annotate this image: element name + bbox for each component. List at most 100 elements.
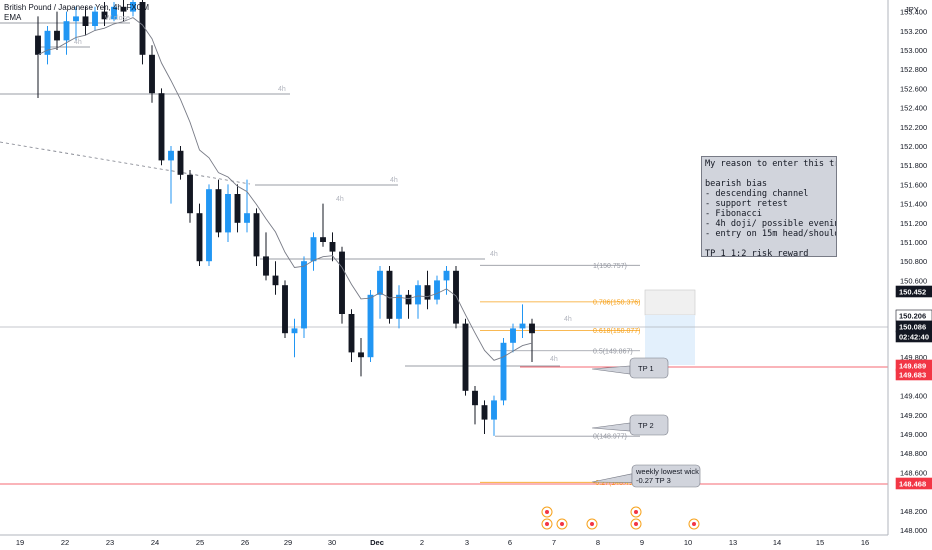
fib-label-2: 0.618(150.077) (593, 328, 640, 335)
candle-body (149, 54, 155, 94)
price-badge-label-4: 149.689 (899, 362, 926, 371)
price-badge-label-3: 02:42:40 (899, 333, 929, 342)
chart-legend: British Pound / Japanese Yen, 4h, FXCM E… (4, 3, 149, 23)
candle-body (310, 237, 317, 262)
y-tick-label-24: 153.400 (900, 8, 927, 17)
y-tick-label-14: 151.400 (900, 200, 927, 209)
x-tick-label-4: 25 (196, 538, 204, 547)
candle-body (206, 189, 212, 262)
target-label-2: -0.27 TP 3 (636, 476, 671, 485)
target-label-2: weekly lowest wick (635, 467, 699, 476)
candle-body (424, 285, 431, 300)
candle-body (396, 294, 402, 319)
candle-body (291, 328, 298, 334)
candle-body (253, 213, 260, 257)
level-label-3: 4h (336, 196, 344, 203)
stop-loss-zone (644, 289, 696, 316)
candle-body (453, 270, 459, 324)
price-badge-label-5: 149.683 (899, 371, 926, 380)
candle-body (348, 314, 355, 353)
candle-body (405, 294, 412, 305)
candle-body (130, 2, 136, 12)
y-tick-label-18: 152.200 (900, 123, 927, 132)
target-box-2[interactable] (631, 464, 701, 488)
candle-body (329, 242, 336, 252)
y-tick-label-15: 151.600 (900, 180, 927, 189)
indicator-label: EMA (4, 13, 22, 22)
price-badge-label-1: 150.206 (899, 312, 926, 321)
ema-line (37, 17, 533, 361)
trade-note[interactable]: My reason to enter this trade was: beari… (701, 156, 837, 257)
level-label-0: 4h (74, 39, 82, 46)
target-box-0[interactable] (629, 357, 669, 379)
level-label-1: 4h (278, 86, 286, 93)
note-heading: My reason to enter this trade was: (705, 159, 836, 169)
event-dot-icon (634, 522, 638, 526)
y-tick-label-21: 152.800 (900, 65, 927, 74)
x-tick-label-6: 29 (284, 538, 292, 547)
level-label-2: 4h (390, 177, 398, 184)
x-tick-label-12: 7 (552, 538, 556, 547)
fib-label-5: -0.27(148.497) (593, 480, 639, 487)
x-tick-label-5: 26 (241, 538, 249, 547)
candle-body (101, 11, 108, 20)
candle-body (196, 213, 203, 262)
channel-dashed-line (0, 141, 251, 185)
candle-body (491, 400, 497, 420)
target-label-0: TP 1 (638, 364, 654, 373)
target-label-1: TP 2 (638, 421, 654, 430)
candle-body (434, 280, 440, 300)
candle-body (358, 352, 364, 358)
y-tick-label-1: 148.200 (900, 507, 927, 516)
price-badge-5 (895, 368, 932, 381)
y-tick-label-4: 149.000 (900, 430, 927, 439)
x-tick-label-16: 13 (729, 538, 737, 547)
candle-body (215, 189, 222, 233)
candle-body (472, 390, 478, 406)
price-badge-6 (895, 477, 932, 490)
profit-zone (645, 315, 695, 365)
candle-body (339, 251, 345, 314)
y-tick-label-0: 148.000 (900, 526, 927, 535)
candle-body (462, 323, 469, 391)
price-axis-bg (888, 0, 932, 550)
x-tick-label-10: 3 (465, 538, 469, 547)
target-box-1[interactable] (629, 414, 669, 436)
level-label-5: 4h (564, 316, 572, 323)
event-dot-icon (545, 510, 549, 514)
price-badge-label-0: 150.452 (899, 288, 926, 297)
note-lines: bearish bias - descending channel - supp… (705, 179, 836, 257)
price-badge-label-2: 150.086 (899, 323, 926, 332)
y-tick-label-6: 149.400 (900, 392, 927, 401)
x-tick-label-11: 6 (508, 538, 512, 547)
candle-body (529, 323, 535, 334)
symbol-title: British Pound / Japanese Yen, 4h, FXCM (4, 3, 149, 12)
candle-body (139, 2, 146, 55)
x-tick-label-13: 8 (596, 538, 600, 547)
target-pointer-1 (591, 422, 631, 432)
candle-body (244, 213, 250, 223)
x-tick-label-9: 2 (420, 538, 424, 547)
currency-label: JPY (905, 5, 919, 14)
y-tick-label-5: 149.200 (900, 411, 927, 420)
price-badge-0 (895, 285, 932, 298)
fib-label-0: 1(150.757) (593, 263, 627, 270)
candle-body (510, 328, 516, 343)
y-tick-label-23: 153.200 (900, 27, 927, 36)
candle-body (54, 30, 60, 41)
x-tick-label-1: 22 (61, 538, 69, 547)
x-tick-label-18: 15 (816, 538, 824, 547)
candle-body (367, 294, 374, 358)
x-tick-label-3: 24 (151, 538, 159, 547)
candle-body (443, 270, 450, 281)
fib-label-1: 0.786(150.376) (593, 299, 640, 306)
y-tick-label-16: 151.800 (900, 161, 927, 170)
y-tick-label-7: 149.800 (900, 353, 927, 362)
candle-body (320, 237, 326, 242)
y-tick-label-20: 152.600 (900, 84, 927, 93)
y-tick-label-13: 151.200 (900, 219, 927, 228)
y-tick-label-22: 153.000 (900, 46, 927, 55)
y-tick-label-11: 150.800 (900, 257, 927, 266)
candle-body (187, 174, 193, 214)
